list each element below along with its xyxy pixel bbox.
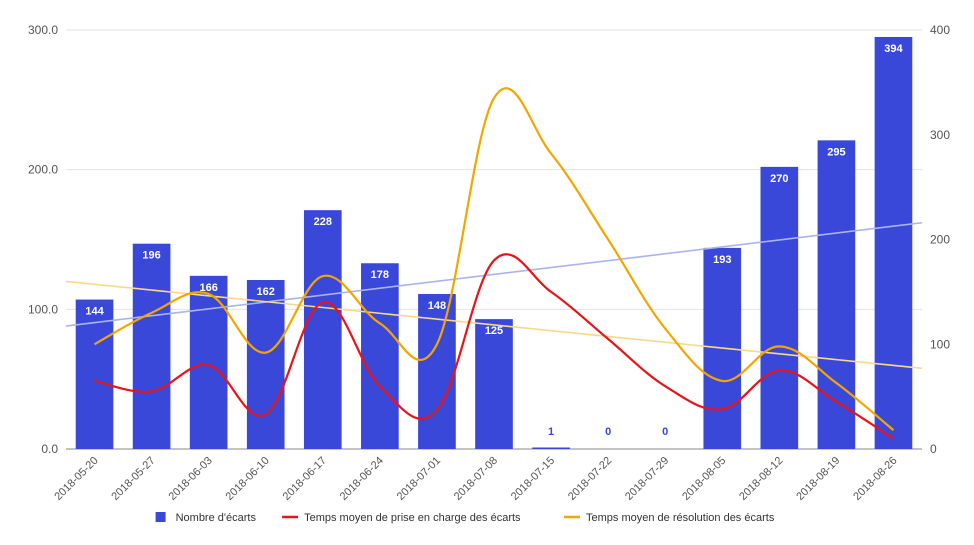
trendlines bbox=[65, 221, 923, 370]
bar bbox=[189, 275, 228, 449]
bar-data-label: 1 bbox=[548, 426, 554, 438]
bar-data-label: 295 bbox=[827, 146, 845, 158]
x-axis-tick-label: 2018-06-17 bbox=[281, 455, 329, 503]
bar bbox=[246, 280, 285, 449]
right-axis-tick-label: 100 bbox=[930, 337, 950, 351]
lines bbox=[94, 87, 895, 440]
right-axis-tick-label: 200 bbox=[930, 233, 950, 247]
bar-data-label: 193 bbox=[713, 254, 731, 266]
x-axis-tick-label: 2018-08-26 bbox=[851, 455, 899, 503]
x-axis-tick-label: 2018-06-24 bbox=[338, 455, 386, 503]
bar bbox=[874, 36, 913, 449]
bar-data-label: 144 bbox=[85, 306, 104, 318]
bar bbox=[760, 166, 799, 449]
bar-data-label: 394 bbox=[884, 43, 903, 55]
series-line bbox=[94, 87, 895, 431]
x-axis-tick-label: 2018-07-08 bbox=[452, 455, 500, 503]
left-axis-tick-label: 100.0 bbox=[28, 302, 58, 316]
bar bbox=[532, 447, 570, 449]
bar-labels: 144 196 166 162 228 178 148 125 1 0 0 193 270 295 394 bbox=[85, 43, 903, 438]
right-axis-tick-label: 300 bbox=[930, 128, 950, 142]
x-axis-tick-label: 2018-08-19 bbox=[794, 455, 842, 503]
series-line bbox=[94, 253, 895, 440]
legend-label: Temps moyen de prise en charge des écart… bbox=[304, 512, 521, 524]
bar-data-label: 228 bbox=[314, 216, 332, 228]
left-axis-tick-label: 200.0 bbox=[28, 163, 58, 177]
x-axis-tick-label: 2018-05-20 bbox=[52, 455, 100, 503]
left-axis-tick-label: 0.0 bbox=[41, 442, 58, 456]
bar-data-label: 270 bbox=[770, 173, 788, 185]
x-axis-tick-label: 2018-06-10 bbox=[224, 455, 272, 503]
x-axis-tick-label: 2018-07-15 bbox=[509, 455, 557, 503]
x-axis-tick-label: 2018-06-03 bbox=[167, 455, 215, 503]
trendline bbox=[65, 221, 923, 327]
legend[interactable]: Nombre d'écarts Temps moyen de prise en c… bbox=[155, 512, 775, 524]
right-axis-tick-label: 400 bbox=[930, 23, 950, 37]
trendline bbox=[65, 280, 923, 370]
bar-data-label: 178 bbox=[371, 269, 389, 281]
bar bbox=[361, 263, 399, 449]
bar bbox=[303, 210, 342, 449]
x-axis-tick-label: 2018-05-27 bbox=[109, 455, 157, 503]
legend-swatch bbox=[155, 512, 166, 522]
bar bbox=[475, 319, 513, 449]
x-axis-tick-label: 2018-07-01 bbox=[395, 455, 443, 503]
x-axis-tick-label: 2018-08-12 bbox=[737, 455, 785, 503]
bar-data-label: 196 bbox=[142, 250, 160, 262]
right-axis-tick-label: 0 bbox=[930, 442, 937, 456]
x-axis-tick-label: 2018-07-22 bbox=[566, 455, 614, 503]
x-axis-tick-label: 2018-07-29 bbox=[623, 455, 671, 503]
bars bbox=[75, 36, 913, 449]
bar bbox=[132, 243, 171, 449]
bar-data-label: 125 bbox=[485, 325, 503, 337]
legend-label: Nombre d'écarts bbox=[176, 512, 257, 524]
x-axis-tick-label: 2018-08-05 bbox=[680, 455, 728, 503]
bar-data-label: 0 bbox=[605, 426, 611, 438]
bar bbox=[817, 140, 856, 449]
bar-data-label: 166 bbox=[199, 282, 217, 294]
bar-data-label: 0 bbox=[662, 426, 668, 438]
bar-data-label: 162 bbox=[257, 286, 275, 298]
left-axis-tick-label: 300.0 bbox=[28, 23, 58, 37]
bar-data-label: 148 bbox=[428, 300, 446, 312]
legend-label: Temps moyen de résolution des écarts bbox=[586, 512, 775, 524]
